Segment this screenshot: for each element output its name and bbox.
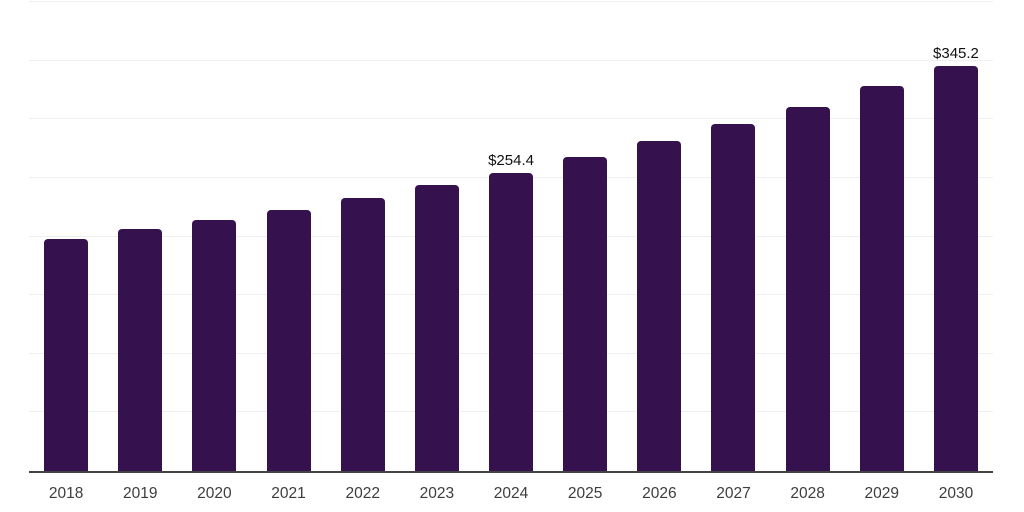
gridline bbox=[29, 1, 993, 2]
bar-band bbox=[177, 2, 251, 471]
bar bbox=[266, 209, 311, 471]
x-tick-label: 2021 bbox=[271, 485, 306, 502]
bar-band bbox=[400, 2, 474, 471]
bar bbox=[785, 107, 830, 471]
bar bbox=[414, 185, 459, 471]
bar-band bbox=[326, 2, 400, 471]
x-tick-label: 2022 bbox=[345, 485, 380, 502]
plot-area: $254.4 $345.2 bbox=[29, 1, 993, 473]
bar bbox=[340, 197, 385, 471]
bar bbox=[711, 124, 756, 471]
bar bbox=[637, 141, 682, 471]
bar-band bbox=[548, 2, 622, 471]
bar bbox=[859, 86, 904, 471]
gridline bbox=[29, 59, 993, 61]
bar bbox=[563, 157, 608, 471]
x-tick-label: 2028 bbox=[790, 485, 825, 502]
x-tick-label: 2019 bbox=[122, 485, 158, 502]
bar bbox=[192, 219, 237, 471]
x-tick-label: 2024 bbox=[493, 485, 529, 502]
bar-band bbox=[845, 2, 919, 471]
bar bbox=[118, 229, 163, 471]
x-tick-label: 2026 bbox=[642, 485, 677, 502]
bar-value-label: $254.4 bbox=[488, 151, 534, 169]
bar-band bbox=[771, 2, 845, 471]
bar-value-label: $345.2 bbox=[933, 45, 979, 63]
x-tick-label: 2027 bbox=[716, 485, 751, 502]
x-tick-label: 2018 bbox=[48, 485, 84, 502]
x-tick-label: 2023 bbox=[419, 485, 455, 502]
bar-band bbox=[251, 2, 325, 471]
x-axis-labels: 2018 2019 2020 2021 2022 2023 2024 2025 2026 2027… bbox=[29, 485, 993, 503]
bar-band bbox=[103, 2, 177, 471]
bar bbox=[44, 238, 89, 471]
bar-band bbox=[696, 2, 770, 471]
bar: $345.2 bbox=[933, 46, 979, 471]
gridline bbox=[29, 118, 993, 120]
bar-band bbox=[622, 2, 696, 471]
x-tick-label: 2030 bbox=[938, 485, 974, 502]
bar-band: $345.2 bbox=[919, 2, 993, 471]
bar: $254.4 bbox=[488, 153, 534, 471]
bar-band: $254.4 bbox=[474, 2, 548, 471]
bar-band bbox=[29, 2, 103, 471]
x-tick-label: 2029 bbox=[864, 485, 900, 502]
x-tick-label: 2020 bbox=[197, 485, 232, 502]
x-tick-label: 2025 bbox=[567, 485, 603, 502]
bars-container: $254.4 $345.2 bbox=[29, 2, 993, 471]
